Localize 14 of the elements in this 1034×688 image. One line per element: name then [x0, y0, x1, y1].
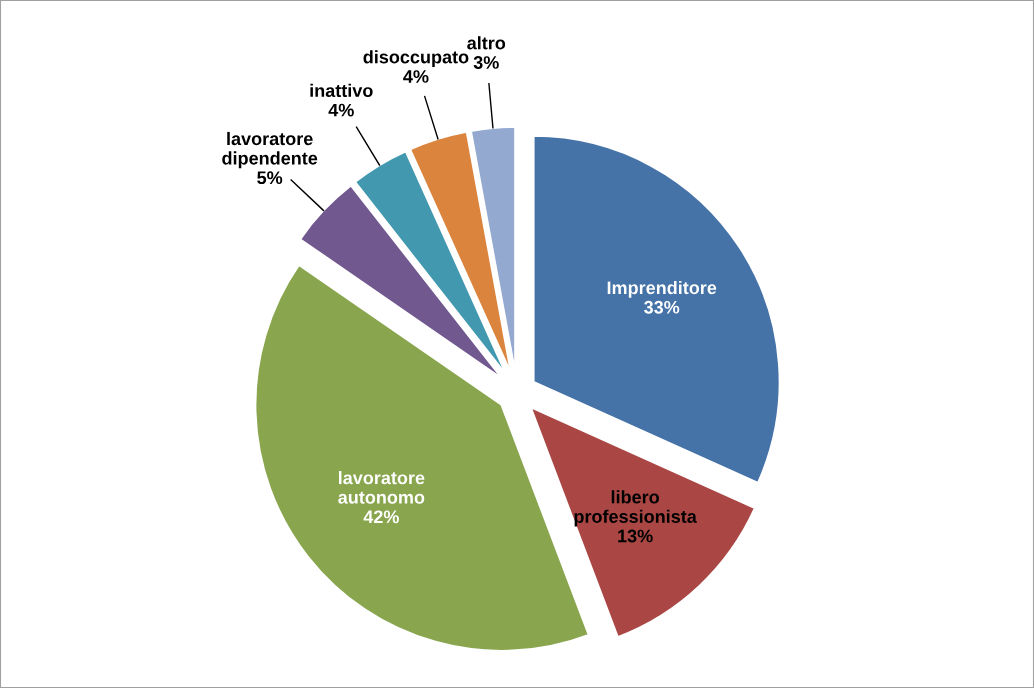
data-label: 3%	[473, 56, 499, 69]
data-label: 4%	[403, 70, 429, 83]
data-label: 13%	[618, 529, 653, 543]
slice-label: libero professionista	[574, 490, 697, 527]
slice-label: altro	[467, 36, 506, 50]
data-label: 33%	[644, 300, 680, 314]
slice-label: lavoratore autonomo	[338, 471, 425, 504]
slice-label: Imprenditore	[607, 280, 717, 298]
slice-label: disoccupato	[363, 50, 469, 67]
data-label: 42%	[363, 510, 399, 524]
slice-label: lavoratore dipendente	[222, 131, 318, 169]
data-label: 4%	[328, 103, 354, 117]
data-label: 5%	[257, 171, 283, 185]
slice-label: inattivo	[310, 83, 373, 98]
